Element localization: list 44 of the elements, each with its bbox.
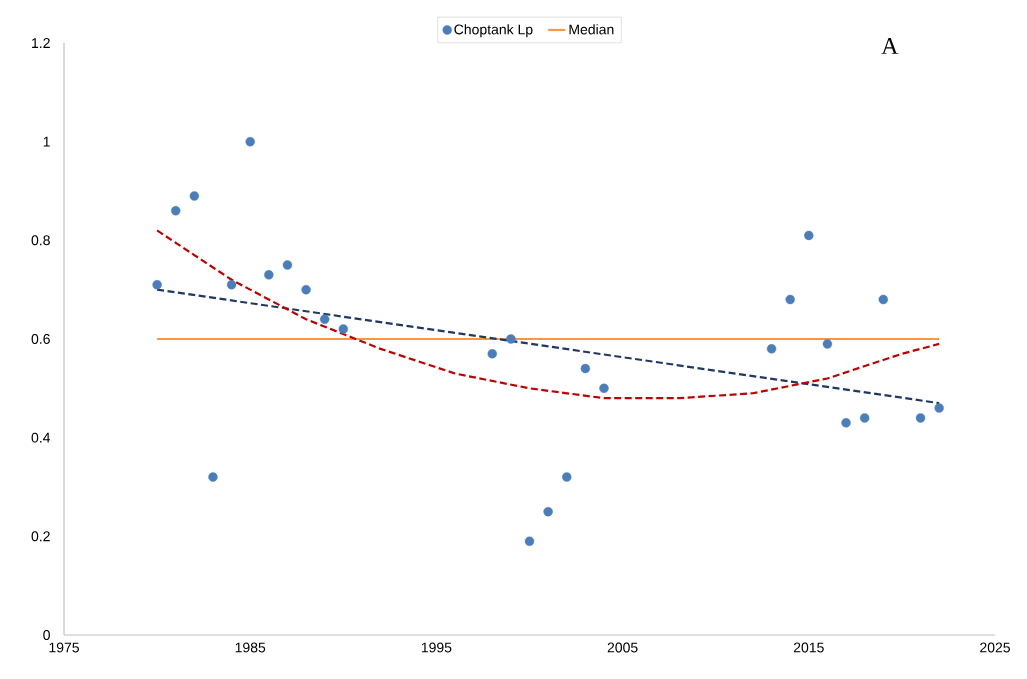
point xyxy=(245,136,255,147)
point xyxy=(301,284,311,295)
y-tick-label: 0 xyxy=(43,630,50,640)
point xyxy=(524,536,535,546)
x-tick-label: 1985 xyxy=(235,642,266,653)
point xyxy=(152,280,162,290)
point xyxy=(282,260,293,270)
point xyxy=(487,349,497,359)
point xyxy=(208,472,218,482)
x-tick-label: 1975 xyxy=(49,642,79,653)
point xyxy=(766,344,777,354)
legend-label: Choptank Lp xyxy=(454,24,533,38)
y-tick-label: 0.6 xyxy=(31,334,50,344)
point xyxy=(915,413,926,423)
point xyxy=(264,270,274,280)
point xyxy=(822,339,833,349)
point xyxy=(189,191,200,201)
x-tick-label: 2025 xyxy=(980,642,1010,653)
point xyxy=(785,294,795,305)
line-series xyxy=(156,229,941,400)
point xyxy=(543,506,553,517)
x-tick-label: 2015 xyxy=(793,642,824,653)
x-tick-label: 1995 xyxy=(421,642,452,653)
point xyxy=(171,206,181,216)
point xyxy=(859,413,870,423)
x-tick-label: 2005 xyxy=(607,642,638,653)
y-tick-label: 1.2 xyxy=(32,38,50,48)
annotation: A xyxy=(881,38,899,54)
y-tick-label: 0.4 xyxy=(31,432,51,443)
point xyxy=(599,383,609,394)
y-tick-label: 1 xyxy=(43,136,50,147)
point xyxy=(319,314,330,324)
point xyxy=(338,324,349,334)
legend-label: Median xyxy=(569,24,614,35)
point xyxy=(562,472,572,482)
point xyxy=(841,418,851,428)
point xyxy=(506,334,516,344)
point xyxy=(226,280,237,290)
point xyxy=(934,403,944,413)
y-tick-label: 0.8 xyxy=(31,235,50,246)
point xyxy=(804,230,814,241)
point xyxy=(878,294,888,305)
y-tick-label: 0.2 xyxy=(31,531,50,542)
point xyxy=(580,363,591,374)
